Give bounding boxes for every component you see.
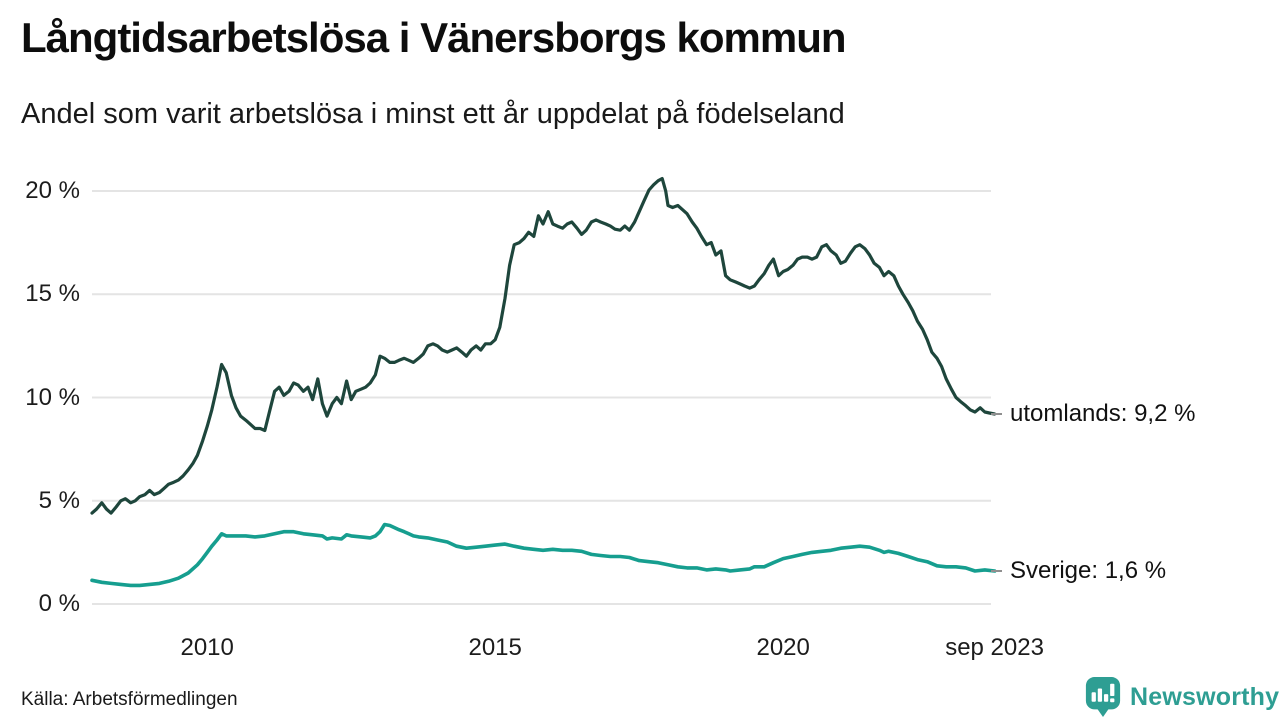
series-line-Sverige [90, 522, 997, 588]
x-axis-tick-label: 2010 [180, 634, 234, 661]
x-axis-tick-label: 2020 [756, 634, 810, 661]
page-title: Långtidsarbetslösa i Vänersborgs kommun [21, 14, 847, 61]
newsworthy-icon [1085, 677, 1121, 717]
x-axis-tick-label: sep 2023 [945, 634, 1044, 661]
y-axis-tick-label: 15 % [25, 280, 80, 308]
y-axis-tick-label: 20 % [25, 177, 80, 204]
source-caption: Källa: Arbetsförmedlingen [21, 689, 238, 710]
y-axis-tick-label: 5 % [38, 486, 80, 514]
y-axis-tick-label: 0 % [38, 590, 80, 617]
chart-subtitle: Andel som varit arbetslösa i minst ett å… [21, 98, 845, 130]
x-axis-tick-label: 2015 [468, 634, 522, 661]
series-label-text: utomlands: 9,2 % [1010, 400, 1196, 428]
newsworthy-wordmark: Newsworthy [1130, 682, 1280, 711]
series-label-utomlands: utomlands: 9,2 % [991, 397, 1195, 431]
series-line-utomlands [90, 177, 997, 515]
series-label-sverige: Sverige: 1,6 % [991, 554, 1166, 588]
newsworthy-logo: Newsworthy [1084, 676, 1279, 718]
y-axis-tick-label: 10 % [25, 383, 80, 411]
label-connector-dash [991, 569, 1002, 572]
label-connector-dash [991, 413, 1002, 416]
series-label-text: Sverige: 1,6 % [1010, 556, 1167, 584]
